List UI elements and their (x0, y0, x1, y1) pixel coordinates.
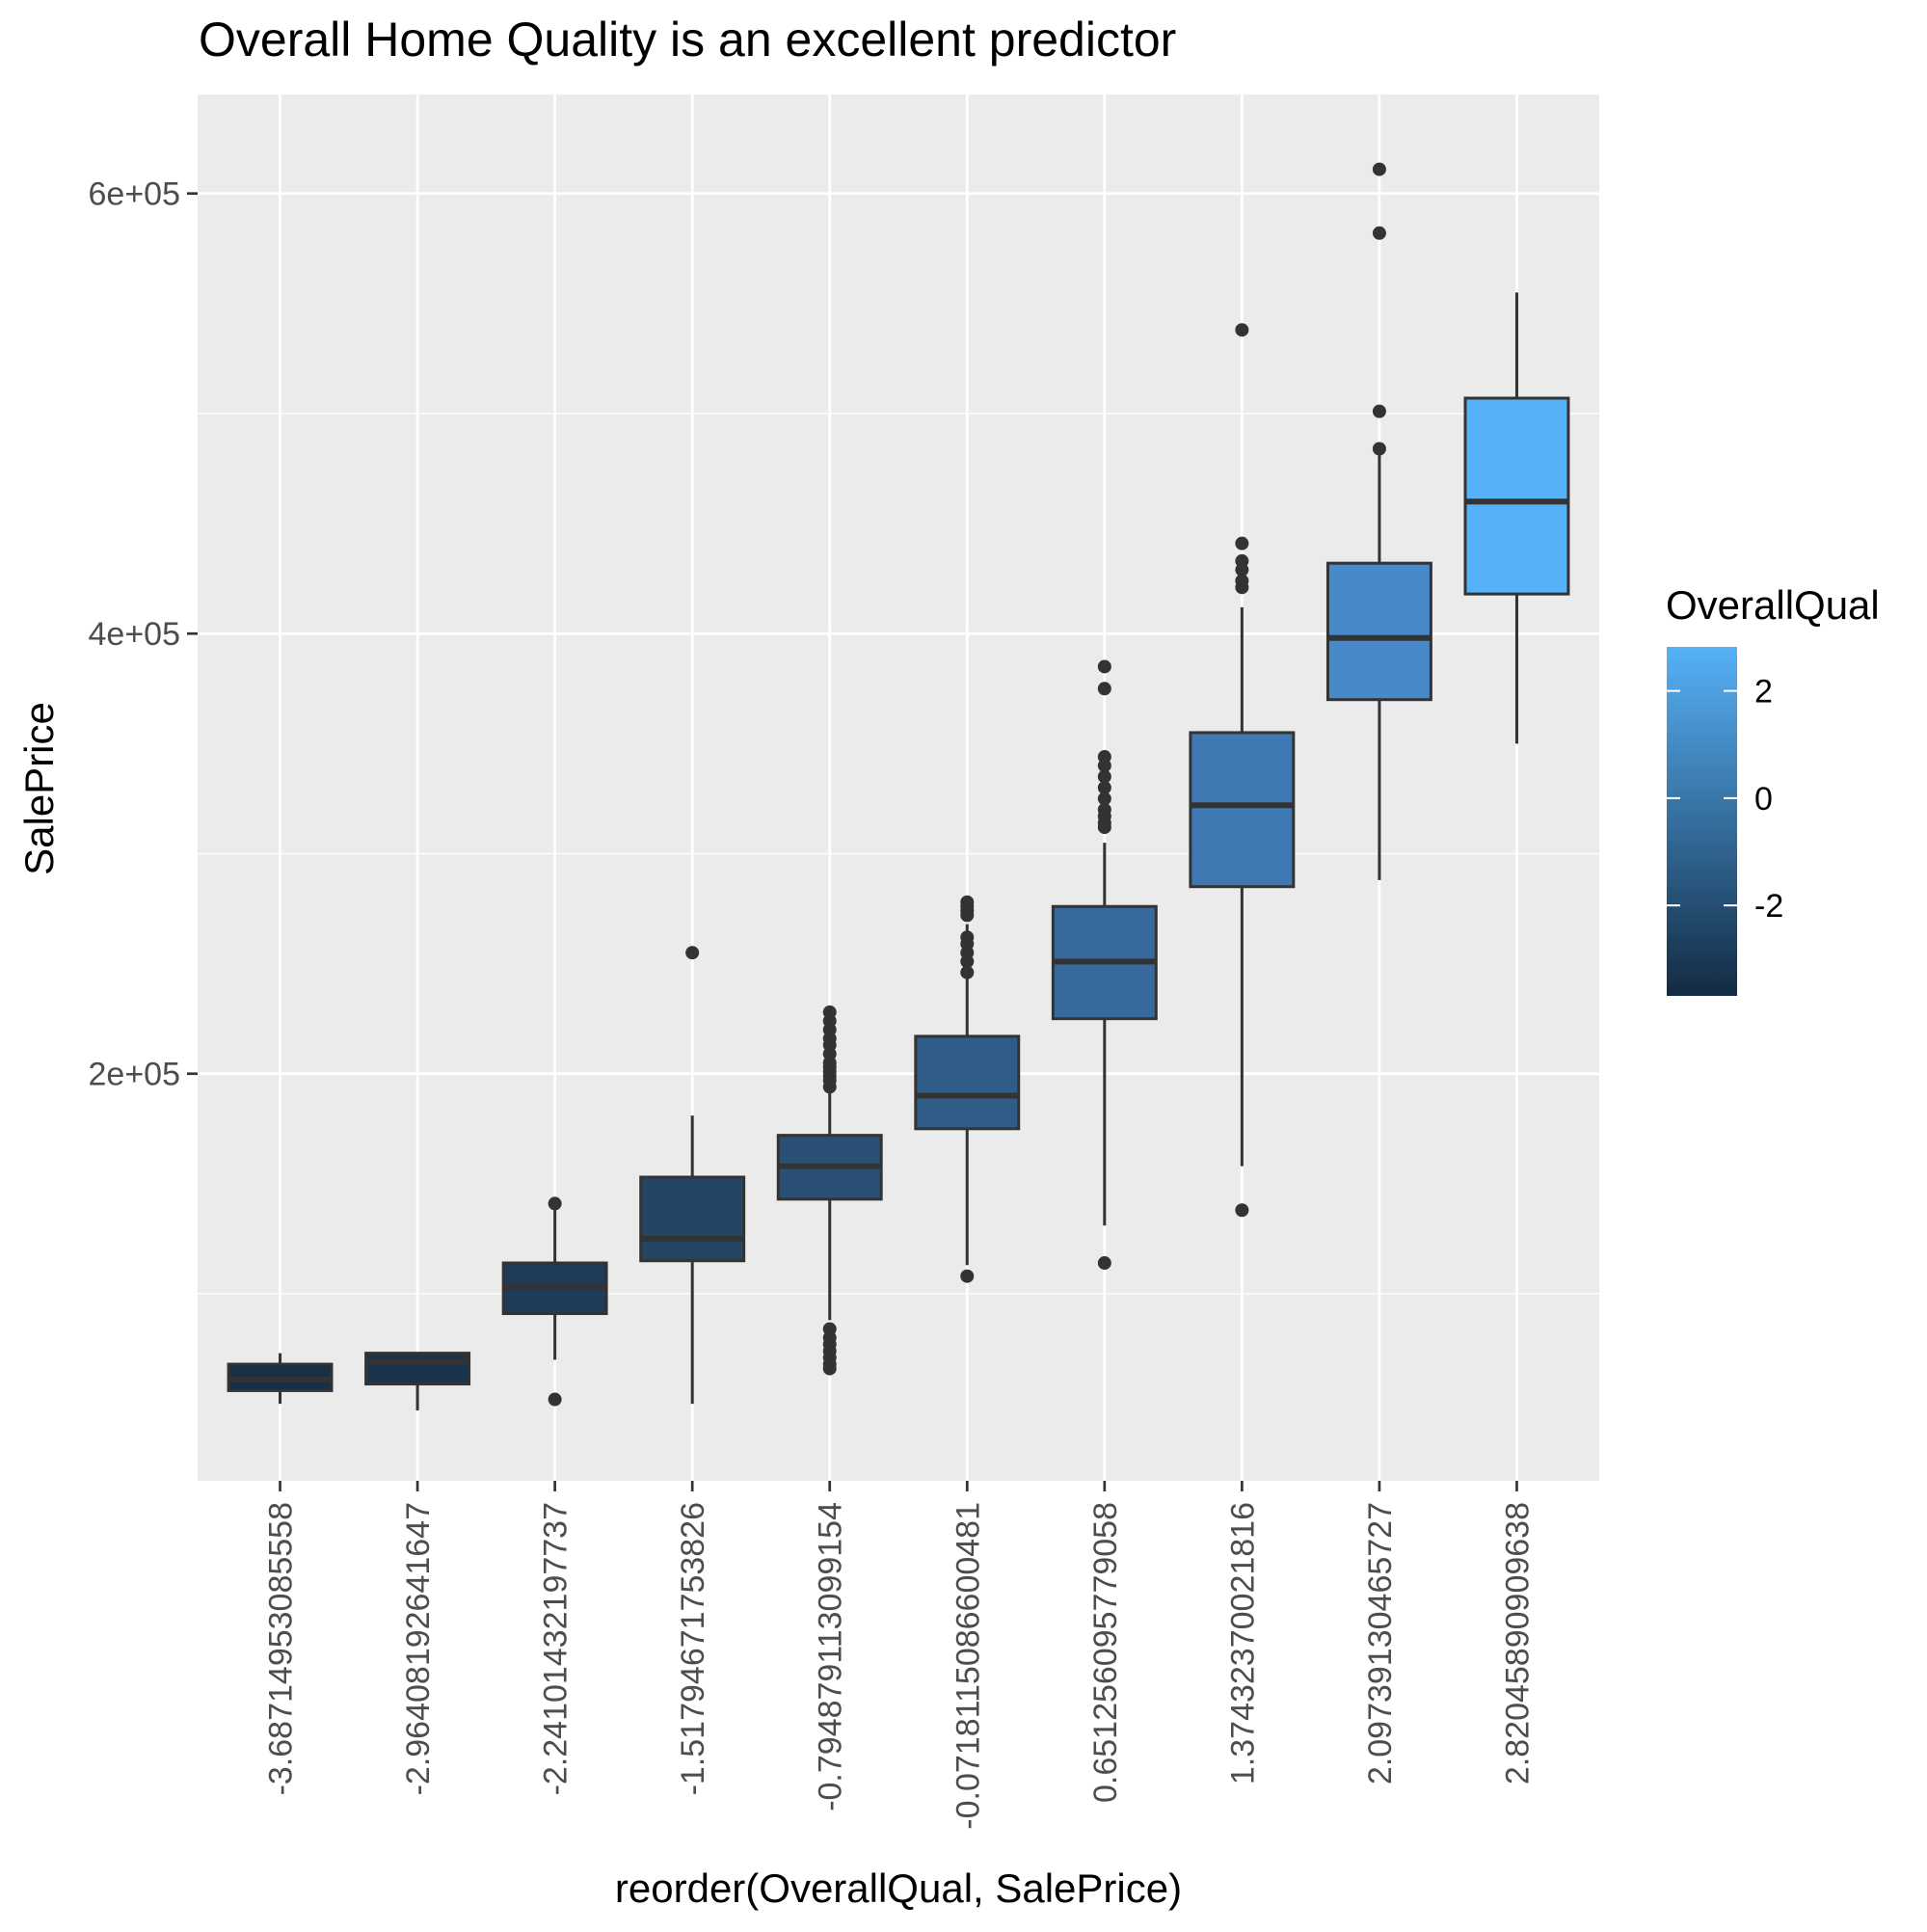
outlier-point (1097, 759, 1111, 773)
x-tick-label: -3.68714953085558 (263, 1502, 300, 1795)
outlier-point (1372, 404, 1386, 418)
x-tick-label: -0.794879113099154 (813, 1502, 849, 1811)
y-tick-label: 2e+05 (89, 1057, 181, 1093)
x-tick-label: -2.24101432197737 (538, 1502, 575, 1795)
box-body (1189, 731, 1296, 889)
box-series (227, 162, 1570, 1410)
box-group (227, 1353, 334, 1405)
box-group (1325, 162, 1432, 880)
outlier-point (1097, 792, 1111, 806)
legend-colorbar (1667, 647, 1737, 996)
box-group (914, 895, 1021, 1283)
outlier-point (1097, 1256, 1111, 1271)
x-tick-label: 0.651256095779058 (1087, 1502, 1124, 1803)
box-body (1325, 561, 1432, 702)
x-tick-label: 1.37432370021816 (1224, 1502, 1261, 1784)
box-body (1463, 396, 1570, 596)
outlier-point (960, 954, 975, 969)
x-axis: -3.68714953085558 -2.96408192641647 -2.241… (263, 1481, 1536, 1830)
plot-panel (198, 94, 1599, 1481)
outlier-point (685, 946, 700, 960)
outlier-point (1097, 682, 1111, 696)
outlier-point (1235, 1203, 1249, 1218)
legend-ticks: 2 0 -2 (1667, 674, 1783, 925)
box-group (501, 1196, 608, 1407)
outlier-point (960, 1269, 975, 1283)
box-body (364, 1352, 471, 1386)
box-body (639, 1175, 746, 1263)
outlier-point (1372, 442, 1386, 456)
x-tick-label: -1.51794671753826 (675, 1502, 711, 1795)
x-tick-label: 2.09739130465727 (1362, 1502, 1399, 1784)
outlier-point (822, 1361, 837, 1376)
box-group (364, 1352, 471, 1410)
outlier-point (1097, 820, 1111, 835)
outlier-point (960, 965, 975, 979)
outlier-point (1097, 659, 1111, 674)
outlier-point (1097, 769, 1111, 784)
color-legend: OverallQual 2 0 -2 (1666, 582, 1880, 996)
chart-title: Overall Home Quality is an excellent pre… (199, 13, 1176, 67)
outlier-point (1372, 226, 1386, 240)
x-tick-label: -2.96408192641647 (400, 1502, 437, 1795)
box-group (1051, 659, 1158, 1271)
x-tick-label: -0.0718115086600481 (950, 1502, 986, 1830)
legend-tick-label: 2 (1754, 674, 1773, 711)
outlier-point (1235, 563, 1249, 577)
y-tick-label: 4e+05 (89, 616, 181, 653)
box-body (914, 1034, 1021, 1131)
legend-tick-label: 0 (1754, 781, 1773, 818)
legend-title: OverallQual (1666, 582, 1880, 628)
outlier-point (1235, 323, 1249, 337)
y-axis-label: SalePrice (16, 702, 62, 875)
box-group (776, 1005, 883, 1376)
outlier-point (548, 1196, 562, 1211)
legend-tick-label: -2 (1754, 888, 1783, 925)
box-group (639, 946, 746, 1405)
outlier-point (1235, 580, 1249, 595)
outlier-point (1372, 162, 1386, 176)
box-group (1463, 292, 1570, 744)
outlier-point (1235, 536, 1249, 550)
outlier-point (960, 908, 975, 923)
x-axis-label: reorder(OverallQual, SalePrice) (615, 1865, 1182, 1911)
box-group (1189, 323, 1296, 1218)
outlier-point (822, 1080, 837, 1094)
y-tick-label: 6e+05 (89, 176, 181, 213)
y-axis: 2e+05 4e+05 6e+05 (89, 176, 198, 1093)
outlier-point (548, 1392, 562, 1407)
x-tick-label: 2.82045890909638 (1499, 1502, 1536, 1784)
outlier-point (1097, 781, 1111, 794)
